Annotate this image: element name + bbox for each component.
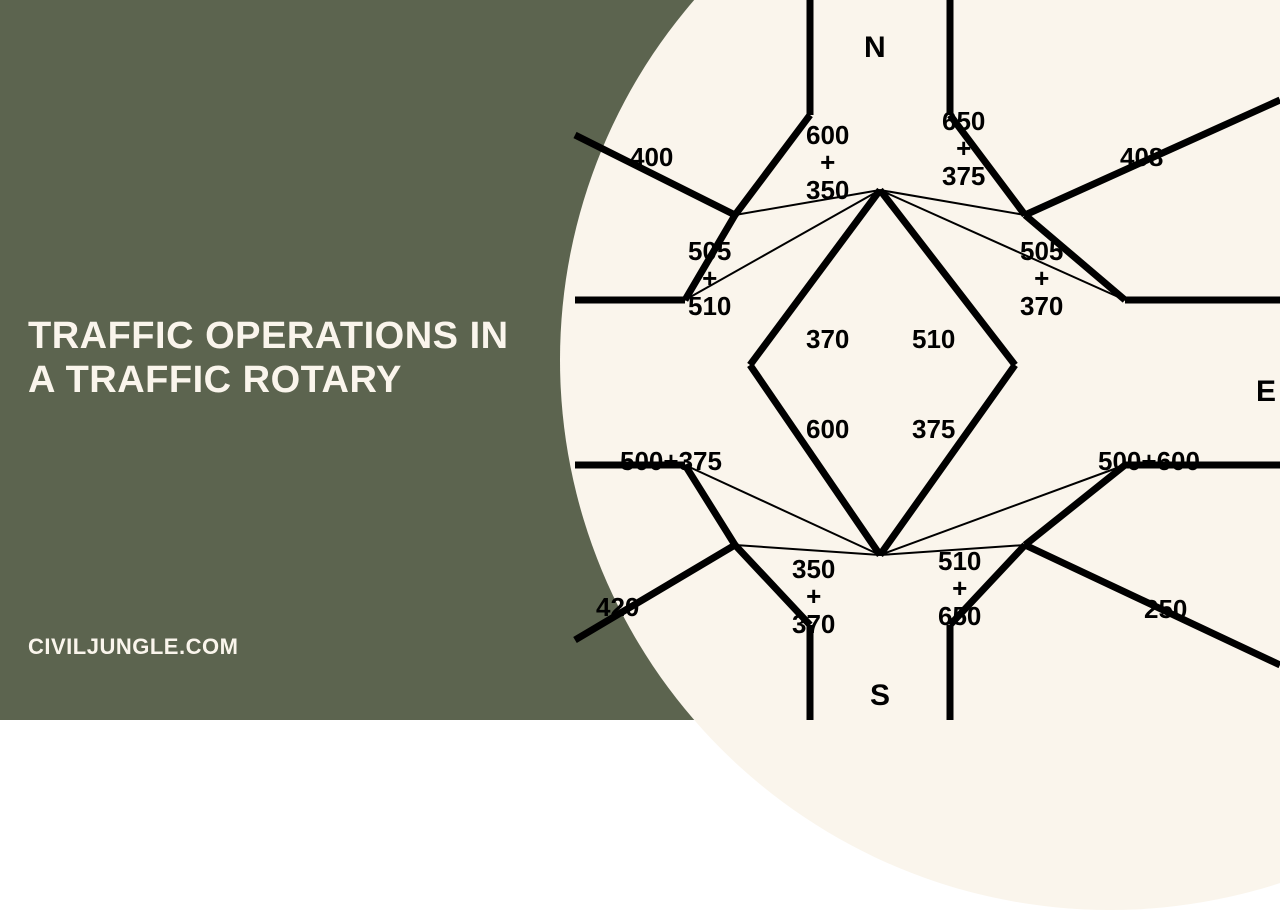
diagram-label: N <box>864 32 886 64</box>
diagram-label: E <box>1256 376 1276 408</box>
diagram-label: 505 + 370 <box>1020 238 1063 320</box>
diagram-label: 370 <box>806 326 849 353</box>
diagram-label: 600 <box>806 416 849 443</box>
diagram-label: 400 <box>630 144 673 171</box>
diagram-label: 600 + 350 <box>806 122 849 204</box>
diagram-label: 420 <box>596 594 639 621</box>
diagram-label: 500+375 <box>620 448 722 475</box>
page-title: TRAFFIC OPERATIONS IN A TRAFFIC ROTARY <box>28 315 528 402</box>
traffic-rotary-diagram: N S E 400 600 + 350 650 + 375 408 505 + 510 505 … <box>560 0 1280 720</box>
diagram-label: 375 <box>912 416 955 443</box>
diagram-label: 505 + 510 <box>688 238 731 320</box>
diagram-label: 350 + 370 <box>792 556 835 638</box>
diagram-label: S <box>870 680 890 712</box>
source-credit: CIVILJUNGLE.COM <box>28 634 238 660</box>
diagram-label: 650 + 375 <box>942 108 985 190</box>
diagram-label: 408 <box>1120 144 1163 171</box>
diagram-label: 510 + 650 <box>938 548 981 630</box>
diagram-label: 510 <box>912 326 955 353</box>
diagram-label: 500+600 <box>1098 448 1200 475</box>
diagram-label: 250 <box>1144 596 1187 623</box>
